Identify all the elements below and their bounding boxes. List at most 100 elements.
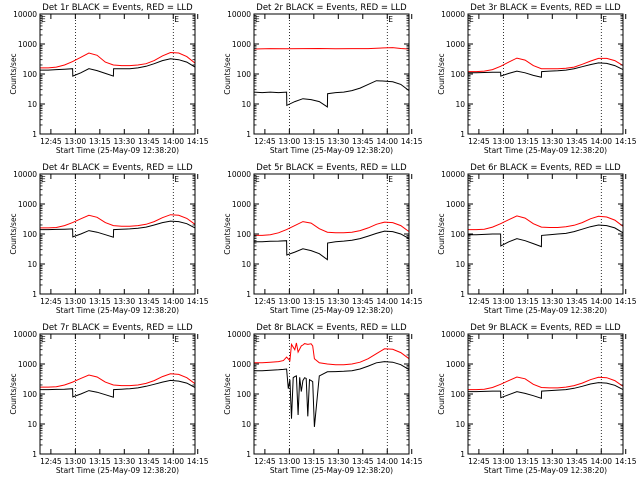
detector-panel-9: Det 9r BLACK = Events, RED = LLD E E 1 10 100… xyxy=(437,323,637,475)
event-marker-label: E xyxy=(255,175,260,184)
x-tick-label: 14:00 xyxy=(590,297,612,306)
y-tick-label: 10 xyxy=(455,260,465,269)
panel-title: Det 8r BLACK = Events, RED = LLD xyxy=(256,323,407,333)
event-marker-label: E xyxy=(602,335,607,344)
x-tick-label: 13:15 xyxy=(89,137,111,146)
y-tick-label: 1 xyxy=(246,290,251,299)
plot-frame xyxy=(39,173,196,295)
x-axis-label: Start Time (25-May-09 12:38:20) xyxy=(484,146,607,155)
event-marker-label: E xyxy=(255,335,260,344)
x-tick-label: 13:45 xyxy=(566,137,588,146)
x-tick-label: 13:00 xyxy=(493,457,515,466)
x-tick-label: 13:45 xyxy=(352,457,374,466)
y-tick-label: 100 xyxy=(451,230,466,239)
event-marker-label: E xyxy=(388,175,393,184)
x-tick-label: 13:45 xyxy=(138,137,160,146)
y-tick-label: 1000 xyxy=(446,40,465,49)
x-tick-label: 12:45 xyxy=(40,457,62,466)
x-tick-label: 14:15 xyxy=(187,297,209,306)
x-tick-label: 13:00 xyxy=(279,297,301,306)
lld-rate-line xyxy=(254,342,410,366)
y-tick-label: 1000 xyxy=(446,200,465,209)
events-rate-line xyxy=(253,80,410,108)
plot-frame xyxy=(39,333,196,455)
panel-title: Det 1r BLACK = Events, RED = LLD xyxy=(42,3,193,13)
y-tick-label: 1 xyxy=(32,130,37,139)
panel-title: Det 9r BLACK = Events, RED = LLD xyxy=(470,323,621,333)
x-tick-label: 13:45 xyxy=(138,297,160,306)
event-marker-label: E xyxy=(388,335,393,344)
x-tick-label: 14:00 xyxy=(376,137,398,146)
x-tick-label: 13:45 xyxy=(352,297,374,306)
x-tick-label: 13:00 xyxy=(279,137,301,146)
event-marker-label: E xyxy=(602,175,607,184)
events-rate-line xyxy=(40,379,196,398)
y-tick-label: 1000 xyxy=(232,360,251,369)
event-marker-label: E xyxy=(388,15,393,24)
event-marker-label: E xyxy=(469,175,474,184)
y-axis-label: Counts/sec xyxy=(9,53,18,94)
x-tick-label: 12:45 xyxy=(254,137,276,146)
events-rate-line xyxy=(468,382,624,399)
x-tick-label: 14:15 xyxy=(187,137,209,146)
x-tick-label: 13:00 xyxy=(279,457,301,466)
events-rate-line xyxy=(254,230,410,261)
event-marker-label: E xyxy=(174,15,179,24)
x-tick-label: 13:45 xyxy=(566,297,588,306)
x-tick-label: 14:00 xyxy=(376,457,398,466)
x-tick-label: 13:15 xyxy=(89,457,111,466)
x-tick-label: 14:15 xyxy=(615,457,637,466)
detector-panel-7: Det 7r BLACK = Events, RED = LLD E E 1 10 100… xyxy=(9,323,209,475)
detector-panel-8: Det 8r BLACK = Events, RED = LLD E E 1 10 100… xyxy=(223,323,423,475)
x-tick-label: 13:30 xyxy=(327,457,349,466)
y-tick-label: 1000 xyxy=(18,360,37,369)
x-tick-label: 14:00 xyxy=(590,457,612,466)
x-tick-label: 14:15 xyxy=(401,457,423,466)
y-tick-label: 10000 xyxy=(441,170,465,179)
y-tick-label: 1000 xyxy=(18,40,37,49)
y-tick-label: 100 xyxy=(23,70,38,79)
event-marker-label: E xyxy=(469,15,474,24)
lld-rate-line xyxy=(468,215,624,231)
y-tick-label: 1 xyxy=(460,290,465,299)
lld-rate-line xyxy=(468,57,624,73)
y-tick-label: 1000 xyxy=(18,200,37,209)
event-marker-label: E xyxy=(255,15,260,24)
y-tick-label: 1 xyxy=(32,450,37,459)
y-tick-label: 10 xyxy=(241,100,251,109)
x-tick-label: 14:00 xyxy=(162,457,184,466)
y-tick-label: 100 xyxy=(23,390,38,399)
y-tick-label: 10 xyxy=(455,100,465,109)
lld-rate-line xyxy=(253,47,410,50)
event-marker-label: E xyxy=(174,335,179,344)
y-tick-label: 10 xyxy=(27,260,37,269)
lld-rate-line xyxy=(40,51,196,69)
x-tick-label: 14:15 xyxy=(187,457,209,466)
y-tick-label: 1 xyxy=(460,450,465,459)
y-tick-label: 10 xyxy=(27,100,37,109)
x-tick-label: 13:00 xyxy=(493,297,515,306)
y-tick-label: 10000 xyxy=(13,330,37,339)
plot-frame xyxy=(253,173,410,295)
y-axis-label: Counts/sec xyxy=(9,373,18,414)
y-tick-label: 100 xyxy=(237,230,252,239)
x-tick-label: 13:45 xyxy=(352,137,374,146)
panel-title: Det 3r BLACK = Events, RED = LLD xyxy=(470,3,621,13)
x-axis-label: Start Time (25-May-09 12:38:20) xyxy=(56,146,179,155)
y-tick-label: 100 xyxy=(451,390,466,399)
y-axis-label: Counts/sec xyxy=(437,53,446,94)
x-tick-label: 13:45 xyxy=(566,457,588,466)
y-tick-label: 1000 xyxy=(232,40,251,49)
x-tick-label: 13:00 xyxy=(493,137,515,146)
events-rate-line xyxy=(468,62,624,78)
x-tick-label: 12:45 xyxy=(254,457,276,466)
y-tick-label: 100 xyxy=(237,70,252,79)
x-tick-label: 13:00 xyxy=(65,457,87,466)
event-marker-label: E xyxy=(469,335,474,344)
plot-frame xyxy=(253,13,410,135)
y-tick-label: 10 xyxy=(241,420,251,429)
y-axis-label: Counts/sec xyxy=(223,53,232,94)
panel-title: Det 5r BLACK = Events, RED = LLD xyxy=(256,163,407,173)
x-tick-label: 13:45 xyxy=(138,457,160,466)
x-tick-label: 14:00 xyxy=(162,297,184,306)
